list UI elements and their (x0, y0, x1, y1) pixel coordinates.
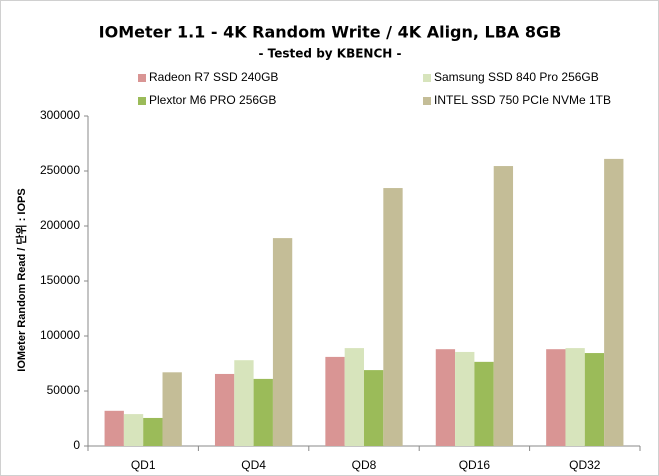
legend-swatch (423, 74, 431, 82)
bar (604, 158, 624, 446)
bar (104, 410, 124, 446)
bar (325, 356, 345, 446)
bar (455, 351, 475, 446)
bar (565, 348, 585, 446)
bar (435, 349, 456, 446)
bar (143, 417, 163, 446)
legend-label: Radeon R7 SSD 240GB (149, 70, 278, 84)
y-tick-label: 200000 (40, 218, 80, 232)
bar (474, 361, 494, 446)
chart-title: IOMeter 1.1 - 4K Random Write / 4K Align… (99, 23, 562, 42)
legend-label: Samsung SSD 840 Pro 256GB (434, 70, 599, 84)
y-tick-label: 0 (73, 438, 80, 452)
x-tick-label: QD16 (459, 458, 491, 472)
bar (383, 188, 403, 447)
legend-swatch (423, 97, 431, 105)
y-tick-label: 300000 (40, 108, 80, 122)
x-tick-label: QD8 (352, 458, 377, 472)
bar (344, 348, 364, 446)
bar (272, 238, 293, 446)
bar (364, 370, 384, 446)
bar (123, 414, 144, 446)
chart-subtitle: - Tested by KBENCH - (259, 47, 402, 61)
y-tick-label: 100000 (40, 328, 80, 342)
bar (234, 360, 254, 446)
y-tick-label: 150000 (40, 273, 80, 287)
legend-label: INTEL SSD 750 PCIe NVMe 1TB (434, 93, 611, 107)
bar (253, 378, 273, 446)
x-tick-label: QD4 (241, 458, 266, 472)
x-tick-label: QD1 (131, 458, 156, 472)
bar (493, 166, 514, 447)
bar (584, 353, 605, 446)
bar (162, 372, 182, 446)
x-tick-label: QD32 (569, 458, 601, 472)
y-axis-label: IOMeter Random Read / 단위 : IOPS (14, 188, 28, 371)
bar (546, 349, 566, 446)
bar (214, 373, 235, 446)
legend-swatch (138, 97, 146, 105)
y-tick-label: 250000 (40, 163, 80, 177)
legend-label: Plextor M6 PRO 256GB (149, 93, 276, 107)
y-tick-label: 50000 (47, 383, 81, 397)
legend-swatch (138, 74, 146, 82)
